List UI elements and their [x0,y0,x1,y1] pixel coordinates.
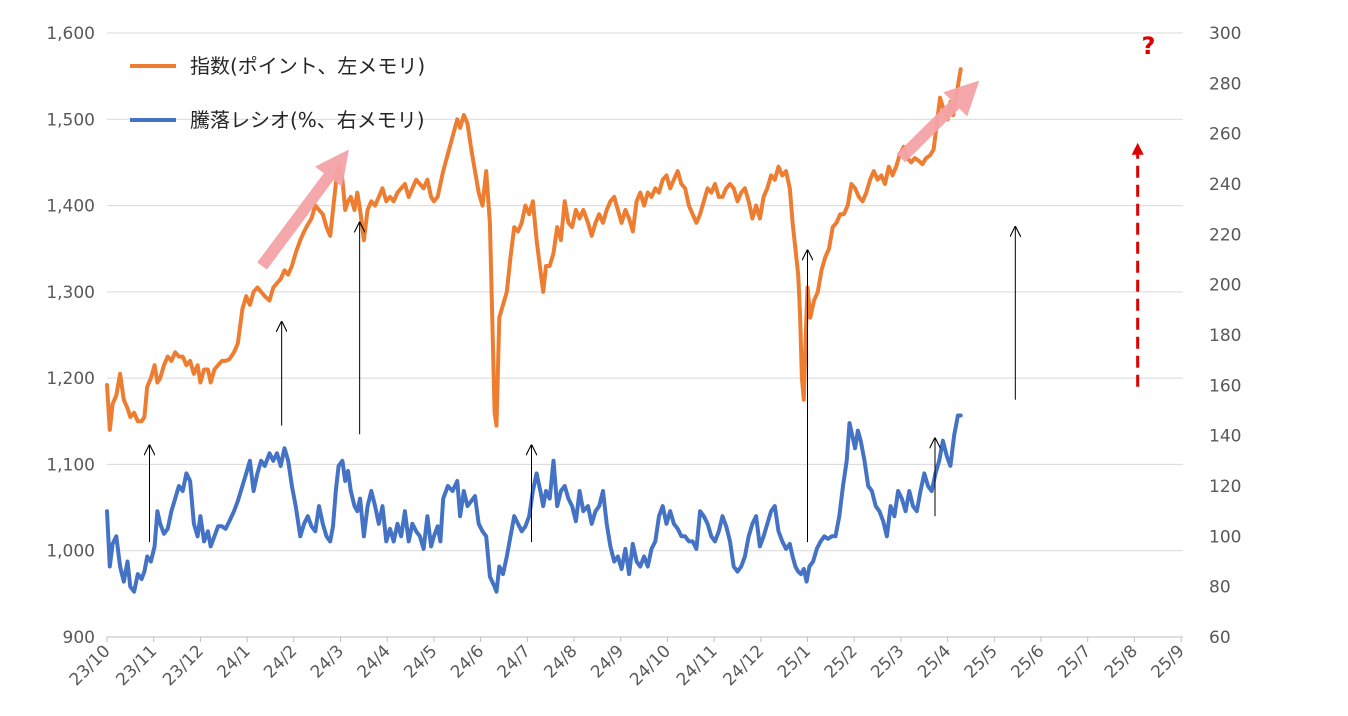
x-tick-label: 25/9 [1147,641,1188,682]
x-tick-label: 25/5 [961,641,1002,682]
x-tick-label: 24/9 [587,641,628,682]
y-right-tick-label: 240 [1209,175,1241,195]
y-right-tick-label: 100 [1209,527,1241,547]
series-layer [105,67,963,594]
y-right-tick-label: 200 [1209,276,1241,296]
x-tick-label: 25/8 [1101,641,1142,682]
x-tick-label: 25/3 [867,641,908,682]
x-tick-label: 23/11 [112,641,161,690]
y-right-tick-label: 140 [1209,427,1241,447]
x-tick-label: 24/3 [307,641,348,682]
x-tick-label: 25/1 [774,641,815,682]
y-right-tick-label: 220 [1209,225,1241,245]
x-tick-label: 24/1 [213,641,254,682]
x-tick-label: 25/2 [821,641,862,682]
y-left-tick-label: 1,400 [46,197,95,217]
x-tick-label: 25/7 [1054,641,1095,682]
x-tick-label: 24/4 [354,641,395,682]
y-right-tick-label: 120 [1209,477,1241,497]
x-tick-label: 23/12 [159,641,208,690]
y-left-tick-label: 1,600 [46,24,95,44]
trend-block-arrow [896,80,980,163]
x-tick-label: 24/7 [494,641,535,682]
legend-label-index: 指数(ポイント、左メモリ) [190,54,425,78]
y-left-tick-label: 1,500 [46,110,95,130]
x-tick-label: 24/12 [720,641,769,690]
y-right-tick-label: 160 [1209,376,1241,396]
y-left-tick-label: 1,000 [46,542,95,562]
x-tick-label: 24/8 [540,641,581,682]
annotations: ? [149,32,1155,543]
x-tick-label: 24/10 [626,641,675,690]
y-left-tick-label: 1,300 [46,283,95,303]
trend-block-arrow [257,149,349,270]
y-left-tick-label: 1,100 [46,455,95,475]
y-left-tick-label: 1,200 [46,369,95,389]
y-right-tick-label: 60 [1209,628,1231,648]
x-tick-label: 24/5 [400,641,441,682]
legend: 指数(ポイント、左メモリ) 騰落レシオ(%、右メモリ) [130,54,425,132]
x-tick-label: 25/6 [1007,641,1048,682]
y-right-tick-label: 80 [1209,578,1231,598]
legend-label-ratio: 騰落レシオ(%、右メモリ) [190,108,425,132]
y-right-tick-label: 180 [1209,326,1241,346]
y-right-tick-label: 280 [1209,74,1241,94]
x-tick-label: 25/4 [914,641,955,682]
x-tick-label: 24/2 [260,641,301,682]
ratio-line [105,413,963,594]
question-mark-label: ? [1141,32,1155,60]
x-tick-label: 24/11 [673,641,722,690]
index-line [105,67,963,432]
x-tick-label: 23/10 [66,641,115,690]
x-tick-label: 24/6 [447,641,488,682]
y-right-tick-label: 260 [1209,125,1241,145]
y-right-tick-label: 300 [1209,24,1241,44]
y-left-tick-label: 900 [63,628,95,648]
